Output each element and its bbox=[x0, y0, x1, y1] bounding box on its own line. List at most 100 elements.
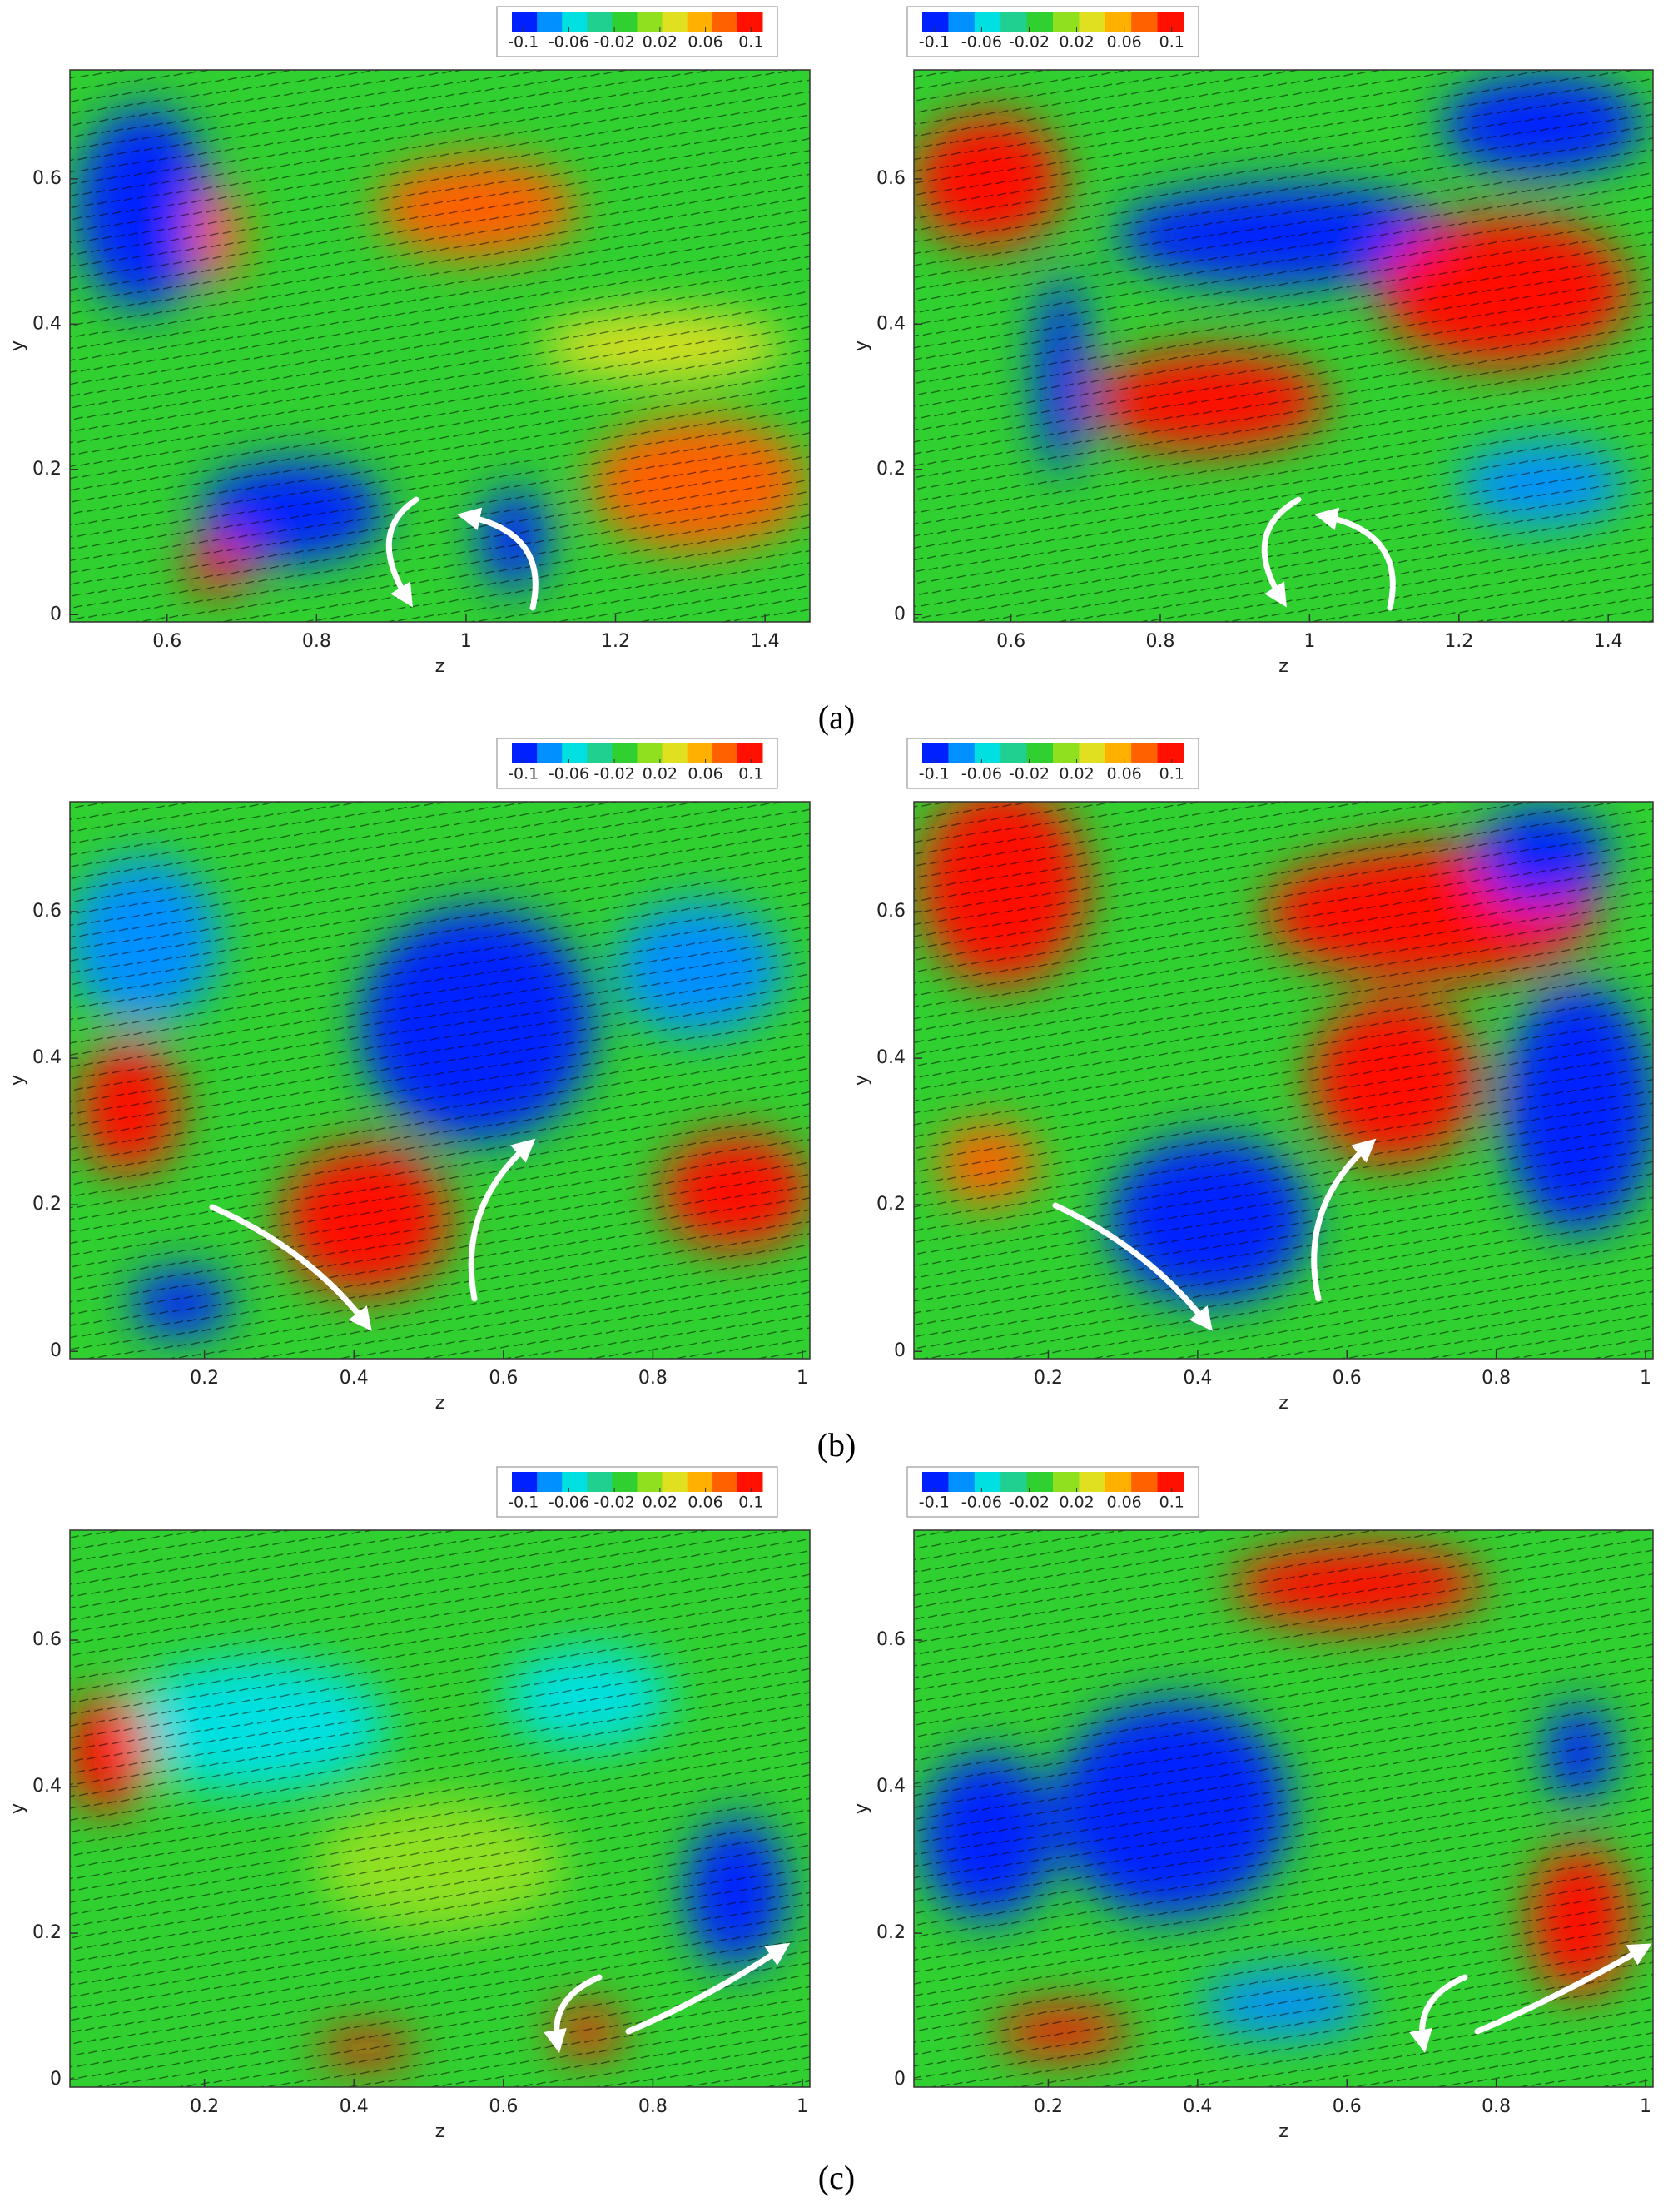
colorbar-tick-label: -0.06 bbox=[549, 765, 589, 783]
colorbar-swatch bbox=[922, 743, 949, 763]
colorbar-swatch bbox=[587, 1472, 613, 1492]
x-tick-label: 1 bbox=[460, 631, 472, 652]
x-tick-label: 0.2 bbox=[1034, 1368, 1063, 1389]
colorbar-swatch bbox=[1105, 12, 1132, 32]
y-tick-label: 0.4 bbox=[32, 1047, 62, 1068]
contour-field bbox=[70, 1530, 810, 2087]
colorbar-swatch bbox=[1105, 1472, 1132, 1492]
x-tick-label: 0.6 bbox=[1333, 2096, 1362, 2117]
colorbar-swatch bbox=[1026, 1472, 1054, 1492]
colorbar-tick-label: 0.1 bbox=[738, 1494, 763, 1512]
colorbar-swatch bbox=[922, 12, 949, 32]
colorbar-tick-label: 0.02 bbox=[643, 765, 678, 783]
colorbar-tick-label: -0.02 bbox=[594, 1494, 635, 1512]
colorbar-tick-label: 0.02 bbox=[643, 33, 678, 52]
colorbar-swatch bbox=[612, 12, 638, 32]
colorbar-swatch bbox=[562, 743, 588, 763]
colorbar-swatch bbox=[612, 1472, 638, 1492]
colorbar-swatch bbox=[1053, 12, 1080, 32]
plot-frame bbox=[913, 1529, 1654, 2088]
y-tick-label: 0.6 bbox=[32, 901, 62, 922]
x-tick-label: 0.8 bbox=[302, 631, 331, 652]
velocity-vectors bbox=[70, 802, 810, 1359]
colorbar-tick-label: -0.06 bbox=[961, 1494, 1002, 1512]
flow-arrow bbox=[1409, 1974, 1468, 2054]
colorbar-tick-label: 0.1 bbox=[738, 33, 763, 52]
x-axis-label: z bbox=[1278, 2121, 1288, 2142]
colorbar-swatch bbox=[512, 12, 538, 32]
colorbar-swatch bbox=[712, 1472, 738, 1492]
panel: 0.6 0.8 1 1.2 1.4 0 0.2 0.4 0.6 z y -0.1 -0.06 -0.02 0… bbox=[851, 6, 1654, 677]
x-tick-label: 0.2 bbox=[190, 2096, 219, 2117]
colorbar-swatch bbox=[637, 1472, 663, 1492]
colorbar-swatch bbox=[737, 1472, 763, 1492]
colorbar-swatch bbox=[974, 12, 1001, 32]
colorbar-swatch bbox=[948, 743, 976, 763]
colorbar-swatch bbox=[1000, 12, 1028, 32]
x-tick-label: 0.6 bbox=[152, 631, 181, 652]
colorbar-swatch bbox=[922, 1472, 949, 1492]
flow-arrow bbox=[385, 496, 419, 608]
contour-field bbox=[70, 70, 810, 622]
y-tick-label: 0.2 bbox=[876, 1194, 906, 1215]
colorbar-swatch bbox=[737, 743, 763, 763]
x-axis-label: z bbox=[1278, 656, 1288, 677]
colorbar-tick-label: 0.06 bbox=[688, 765, 722, 783]
x-tick-label: 0.2 bbox=[1034, 2096, 1063, 2117]
colorbar-swatch bbox=[637, 743, 663, 763]
y-axis-label: y bbox=[851, 1803, 872, 1814]
x-tick-label: 0.6 bbox=[996, 631, 1025, 652]
flow-arrow bbox=[1261, 496, 1302, 608]
colorbar-tick-label: -0.02 bbox=[594, 33, 635, 52]
y-tick-label: 0.6 bbox=[876, 168, 906, 189]
colorbar-swatch bbox=[662, 743, 688, 763]
colorbar-tick-label: -0.1 bbox=[919, 1494, 950, 1512]
y-tick-label: 0.6 bbox=[32, 1629, 62, 1650]
colorbar-tick-label: -0.02 bbox=[594, 765, 635, 783]
colorbar-tick-label: 0.1 bbox=[1159, 765, 1184, 783]
colorbar-tick-label: 0.06 bbox=[688, 33, 722, 52]
x-tick-label: 0.8 bbox=[638, 2096, 668, 2117]
x-axis-label: z bbox=[435, 2121, 445, 2142]
colorbar-swatch bbox=[1131, 12, 1159, 32]
colorbar-swatch bbox=[537, 1472, 563, 1492]
x-tick-label: 1.4 bbox=[751, 631, 780, 652]
plot-frame bbox=[913, 801, 1654, 1360]
colorbar-swatch bbox=[974, 743, 1001, 763]
colorbar-tick-label: -0.1 bbox=[919, 33, 950, 52]
colorbar-swatch bbox=[1053, 743, 1080, 763]
colorbar-tick-label: 0.06 bbox=[1106, 1494, 1141, 1512]
flow-arrow bbox=[1474, 1943, 1652, 2035]
colorbar-tick-label: -0.06 bbox=[961, 33, 1002, 52]
x-tick-label: 1.4 bbox=[1594, 631, 1623, 652]
x-tick-label: 0.4 bbox=[340, 1368, 369, 1389]
colorbar-tick-label: 0.02 bbox=[1059, 1494, 1094, 1512]
x-tick-label: 1.2 bbox=[1444, 631, 1473, 652]
y-tick-label: 0.2 bbox=[32, 1922, 62, 1943]
colorbar-swatch bbox=[512, 1472, 538, 1492]
x-tick-label: 1 bbox=[797, 1368, 808, 1389]
colorbar-tick-label: 0.02 bbox=[1059, 765, 1094, 783]
colorbar-tick-label: 0.06 bbox=[688, 1494, 722, 1512]
y-tick-label: 0 bbox=[50, 2069, 62, 2090]
colorbar-swatch bbox=[1000, 743, 1028, 763]
colorbar-tick-label: -0.06 bbox=[961, 765, 1002, 783]
colorbar-swatch bbox=[974, 1472, 1001, 1492]
colorbar-tick-label: 0.02 bbox=[643, 1494, 678, 1512]
x-tick-label: 0.6 bbox=[1333, 1368, 1362, 1389]
y-axis-label: y bbox=[851, 1075, 872, 1086]
panel-label: (a) bbox=[818, 698, 855, 736]
colorbar-swatch bbox=[687, 1472, 713, 1492]
colorbar-swatch bbox=[1079, 1472, 1106, 1492]
colorbar-swatch bbox=[1000, 1472, 1028, 1492]
plot-frame bbox=[69, 801, 811, 1360]
contour-field bbox=[914, 802, 1653, 1359]
flow-arrow bbox=[1052, 1202, 1213, 1331]
x-tick-label: 0.8 bbox=[1482, 1368, 1511, 1389]
colorbar-tick-label: 0.06 bbox=[1106, 33, 1141, 52]
flow-arrow bbox=[1314, 507, 1396, 611]
y-tick-label: 0 bbox=[894, 604, 906, 624]
x-axis-label: z bbox=[1278, 1393, 1288, 1414]
colorbar-swatch bbox=[587, 12, 613, 32]
